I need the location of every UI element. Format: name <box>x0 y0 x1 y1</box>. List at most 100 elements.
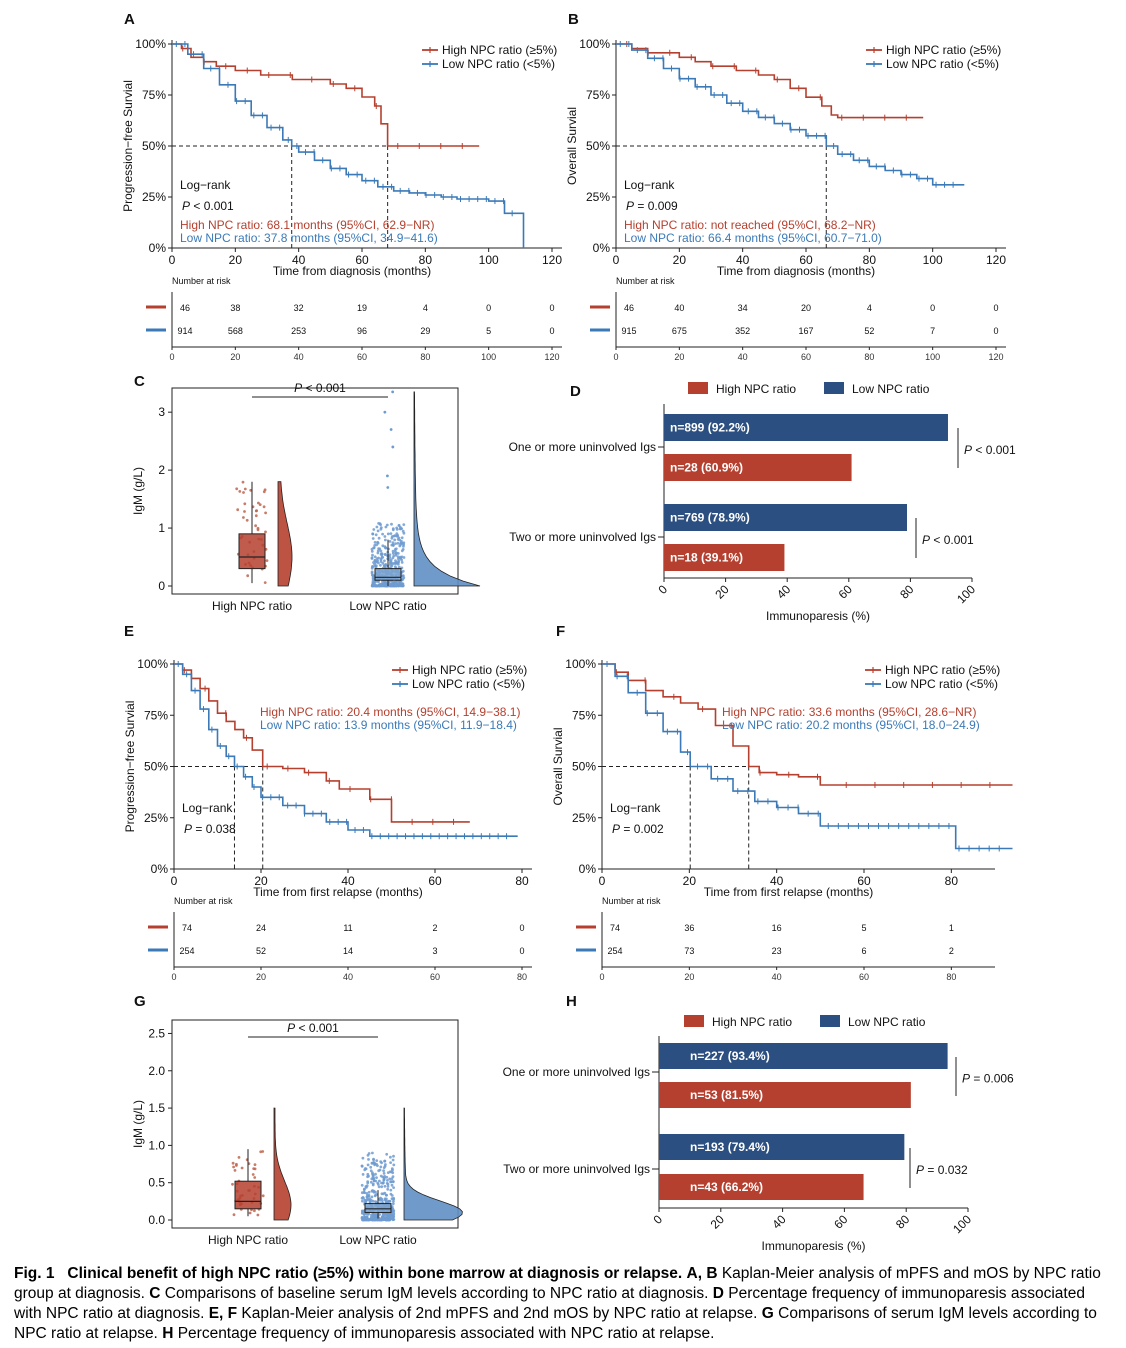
median-summary: High NPC ratio: 68.1 months (95%CI, 62.9… <box>180 218 434 232</box>
data-point <box>255 509 258 512</box>
data-point <box>377 1169 381 1173</box>
low-npc-curve <box>602 663 1013 850</box>
risk-count-low: 2 <box>949 946 954 956</box>
data-point <box>360 1183 364 1187</box>
risk-count-low: 167 <box>798 326 813 336</box>
data-point <box>386 532 390 536</box>
data-point <box>385 1193 388 1197</box>
half-violin <box>413 391 481 587</box>
logrank-p-value: P < 0.001 <box>182 199 234 213</box>
data-point <box>386 474 389 478</box>
median-summary: High NPC ratio: 33.6 months (95%CI, 28.6… <box>722 705 976 719</box>
risk-count-high: 1 <box>949 923 954 933</box>
bar-high-npc <box>664 454 852 481</box>
data-point <box>370 557 374 560</box>
data-point <box>366 1163 370 1167</box>
data-point <box>370 550 374 553</box>
risk-count-high: 0 <box>993 303 998 313</box>
data-point <box>376 549 380 553</box>
data-point <box>384 1163 387 1166</box>
data-point <box>389 560 393 563</box>
data-point <box>395 526 399 530</box>
data-point <box>385 523 389 527</box>
data-point <box>368 1197 372 1200</box>
data-point <box>399 543 402 547</box>
risk-count-low: 254 <box>607 946 622 956</box>
p-value: P < 0.001 <box>964 443 1016 457</box>
y-tick-label: 0.5 <box>148 1176 165 1190</box>
x-tick-label: 40 <box>341 874 355 888</box>
data-point <box>386 486 390 489</box>
risk-x-tick-label: 60 <box>357 352 367 362</box>
data-point <box>372 546 376 550</box>
data-point <box>388 1177 392 1181</box>
data-point <box>389 428 393 431</box>
risk-table-title: Number at risk <box>174 896 233 906</box>
data-point <box>370 547 374 551</box>
data-point <box>236 508 240 512</box>
data-point <box>263 581 267 584</box>
caption-part-text: Comparisons of serum IgM levels accordin… <box>14 1305 1097 1342</box>
median-summary: Low NPC ratio: 20.2 months (95%CI, 18.0−… <box>722 718 980 732</box>
x-tick-label: 40 <box>774 582 794 602</box>
data-point <box>264 530 267 534</box>
data-point <box>376 529 380 533</box>
median-summary: High NPC ratio: not reached (95%CI, 68.2… <box>624 218 876 232</box>
x-tick-label: 80 <box>897 582 917 602</box>
data-point <box>371 1151 374 1155</box>
data-point <box>373 541 377 544</box>
data-point <box>391 1158 395 1162</box>
data-point <box>392 1211 396 1215</box>
x-tick-label: 80 <box>419 253 433 267</box>
data-point <box>383 535 387 538</box>
data-point <box>386 1187 390 1191</box>
data-point <box>237 1156 241 1159</box>
x-tick-label: 20 <box>229 253 243 267</box>
data-point <box>391 551 395 555</box>
data-point <box>378 1179 381 1183</box>
x-tick-label: 20 <box>712 582 732 602</box>
data-point <box>373 558 377 562</box>
data-point <box>371 532 375 536</box>
panel-label: H <box>566 993 577 1010</box>
data-point <box>361 1156 365 1160</box>
data-point <box>253 1176 257 1179</box>
data-point <box>374 1200 378 1203</box>
data-point <box>386 1215 390 1219</box>
y-tick-label: 100% <box>565 657 596 671</box>
data-point <box>382 564 386 568</box>
x-tick-label: 40 <box>292 253 306 267</box>
risk-x-tick-label: 120 <box>988 352 1003 362</box>
risk-x-tick-label: 100 <box>925 352 940 362</box>
risk-x-tick-label: 0 <box>613 352 618 362</box>
data-point <box>361 1173 365 1176</box>
data-point <box>383 559 386 563</box>
data-point <box>402 556 406 559</box>
x-tick-label: 100 <box>479 253 499 267</box>
data-point <box>374 1190 377 1194</box>
data-point <box>362 1197 365 1200</box>
y-tick-label: 25% <box>144 811 168 825</box>
y-tick-label: 100% <box>579 37 610 51</box>
data-point <box>361 1218 365 1222</box>
x-tick-label: 80 <box>945 874 959 888</box>
risk-x-tick-label: 0 <box>599 972 604 982</box>
data-point <box>392 1200 395 1203</box>
data-point <box>264 511 267 515</box>
risk-count-low: 29 <box>420 326 430 336</box>
data-point <box>401 569 405 573</box>
data-point <box>399 527 403 531</box>
risk-count-high: 5 <box>861 923 866 933</box>
risk-x-tick-label: 80 <box>420 352 430 362</box>
data-point <box>390 565 393 568</box>
data-point <box>391 1215 395 1219</box>
data-point <box>397 565 401 569</box>
risk-x-tick-label: 0 <box>169 352 174 362</box>
category-label: One or more uninvolved Igs <box>503 1065 650 1079</box>
data-point <box>253 1209 256 1213</box>
logrank-p-value: P = 0.009 <box>626 199 678 213</box>
legend-label-low: Low NPC ratio <box>848 1015 926 1029</box>
box <box>234 1180 262 1210</box>
risk-count-high: 4 <box>423 303 428 313</box>
risk-count-low: 73 <box>684 946 694 956</box>
